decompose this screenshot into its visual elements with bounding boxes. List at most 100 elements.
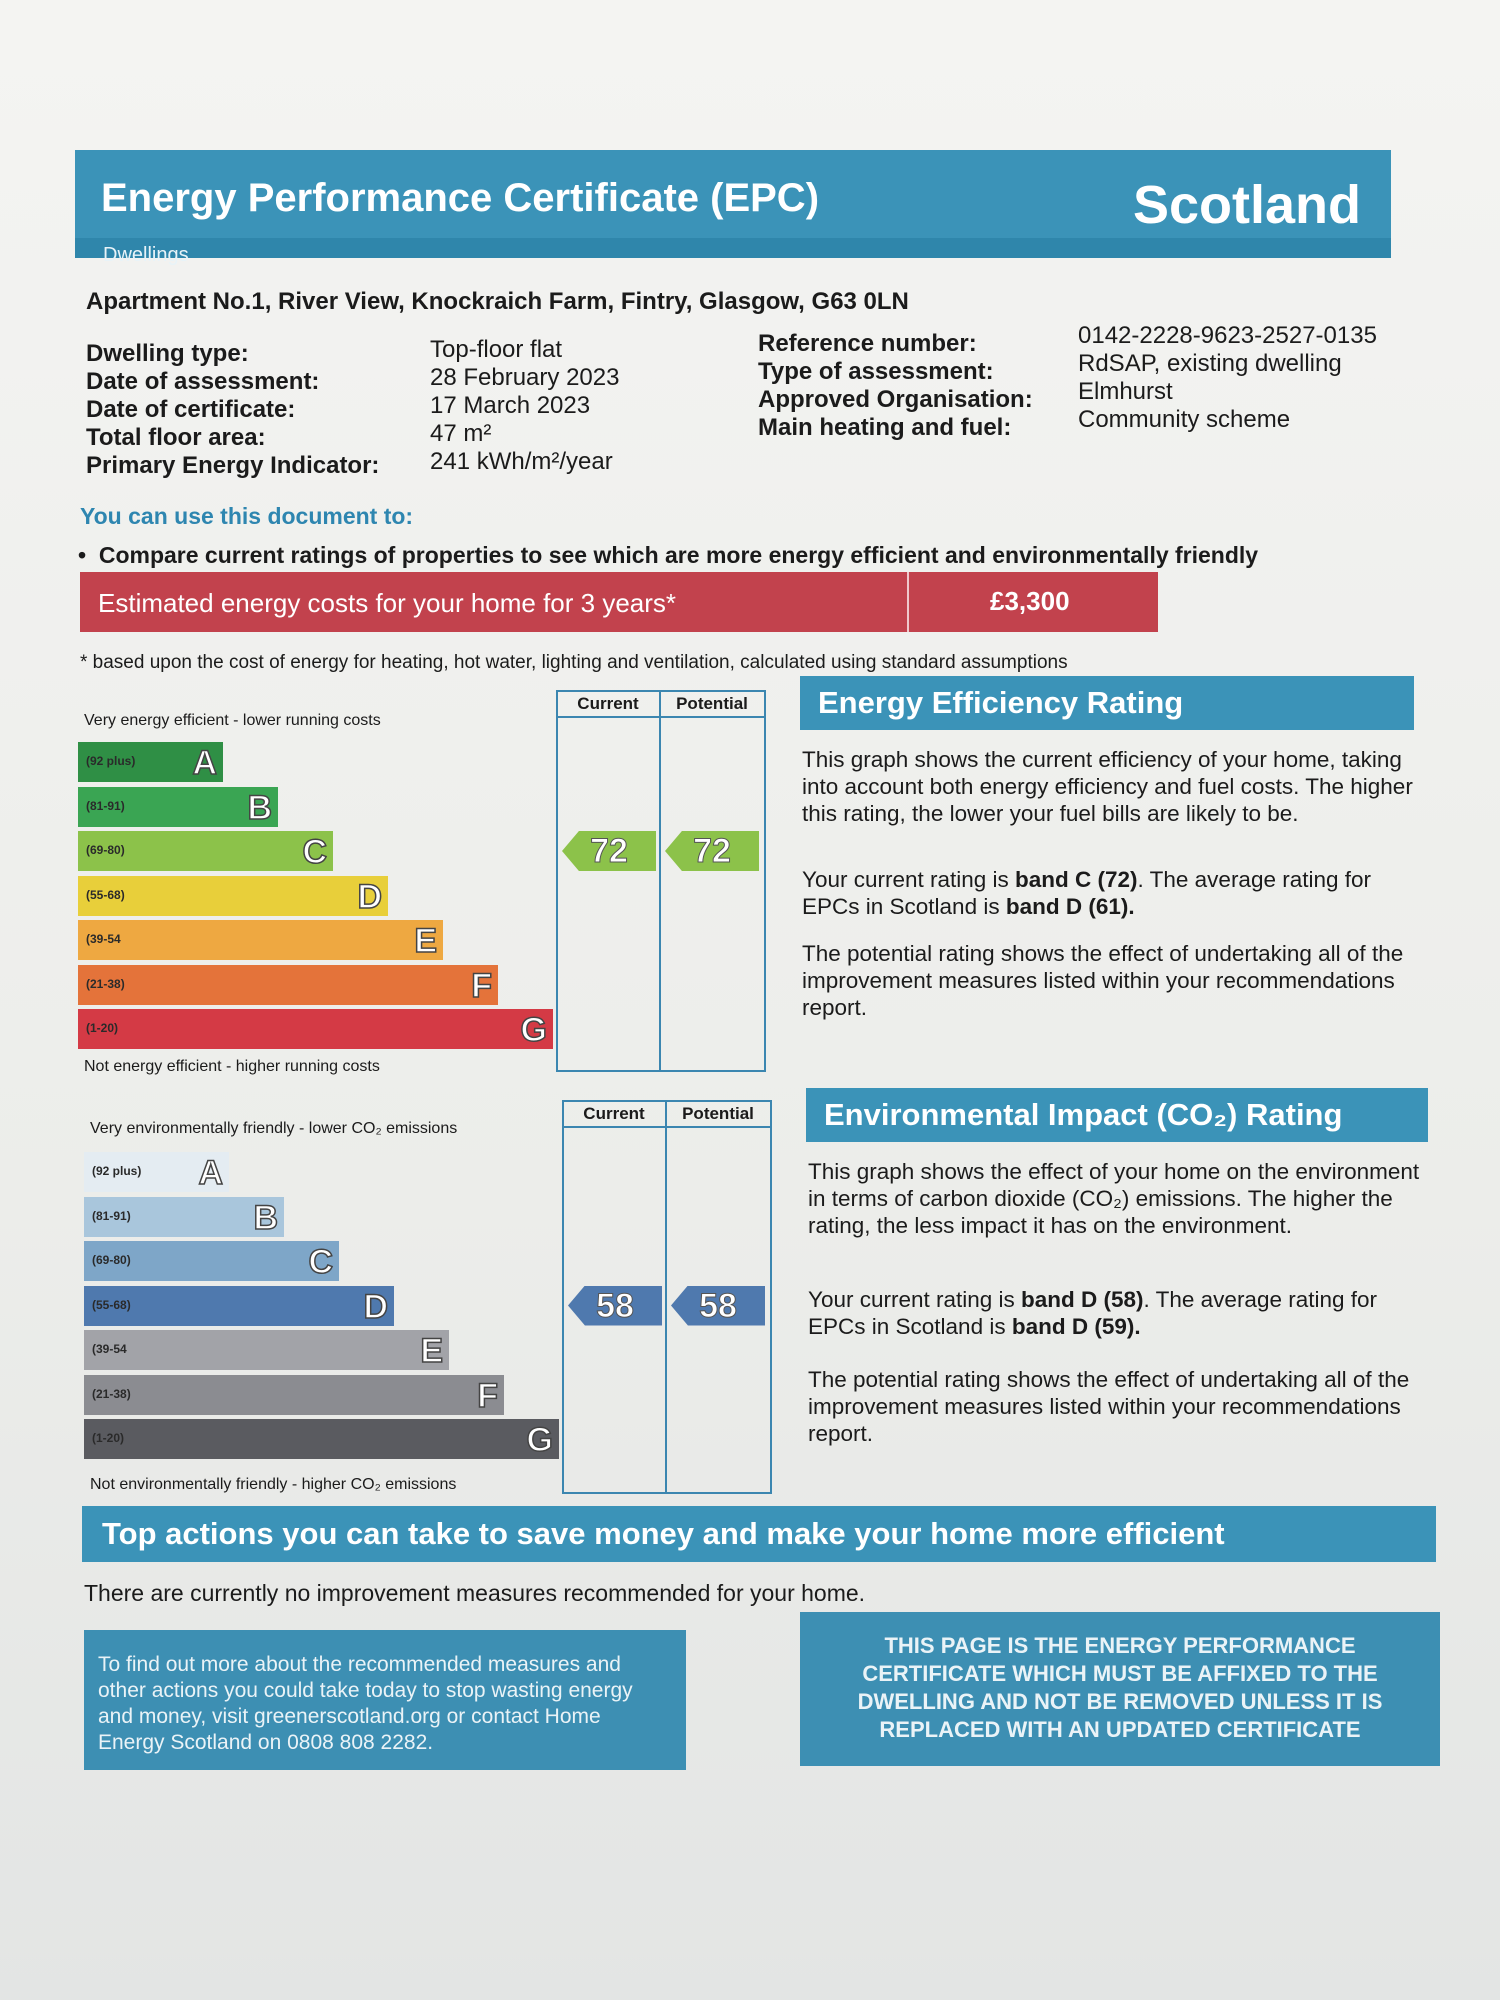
certificate-subtitle: Dwellings bbox=[103, 244, 189, 266]
rating-band-a: (92 plus) A bbox=[78, 742, 223, 783]
band-letter: C bbox=[308, 1242, 334, 1282]
potential-rating-arrow: 72 bbox=[665, 831, 759, 871]
band-range: (39-54 bbox=[86, 932, 121, 946]
detail-value: RdSAP, existing dwelling bbox=[1078, 350, 1342, 377]
column-divider bbox=[659, 690, 661, 1070]
detail-value: 28 February 2023 bbox=[430, 364, 620, 391]
rating-band-d: (55-68) D bbox=[78, 875, 388, 917]
detail-value: Top-floor flat bbox=[430, 336, 563, 363]
current-column-header: Current bbox=[583, 1104, 645, 1123]
current-column-header: Current bbox=[577, 694, 639, 713]
cost-divider bbox=[907, 572, 909, 632]
energy-panel-para-3: The potential rating shows the effect of… bbox=[802, 941, 1404, 1020]
rating-band-d: (55-68) D bbox=[84, 1285, 394, 1327]
band-letter: F bbox=[476, 1376, 498, 1416]
detail-label: Type of assessment: bbox=[758, 358, 994, 385]
average-band-text: band D (59). bbox=[1011, 1314, 1141, 1339]
detail-label: Date of assessment: bbox=[86, 368, 320, 395]
environmental-rating-panel: Environmental Impact (CO₂) Rating This g… bbox=[806, 1088, 1428, 1448]
band-letter: D bbox=[363, 1287, 389, 1327]
para-text: . The average rating for EPCs in Scotlan… bbox=[802, 867, 1372, 919]
band-letter: E bbox=[420, 1331, 444, 1371]
usage-heading: You can use this document to: bbox=[80, 503, 414, 529]
current-band-text: band C (72) bbox=[1015, 867, 1138, 892]
rating-band-c: (69-80) C bbox=[84, 1241, 339, 1282]
average-band-text: band D (61). bbox=[1005, 894, 1135, 919]
current-rating-arrow: 72 bbox=[562, 831, 656, 871]
detail-value: Elmhurst bbox=[1078, 378, 1173, 405]
energy-panel-para-2: Your current rating is band C (72). The … bbox=[802, 866, 1422, 920]
affix-notice-box: THIS PAGE IS THE ENERGY PERFORMANCE CERT… bbox=[800, 1612, 1440, 1766]
detail-label: Primary Energy Indicator: bbox=[86, 452, 380, 479]
detail-value: 241 kWh/m²/year bbox=[430, 448, 613, 475]
rating-band-g: (1-20) G bbox=[84, 1419, 559, 1460]
detail-label: Date of certificate: bbox=[86, 396, 296, 423]
band-range: (39-54 bbox=[92, 1342, 127, 1356]
band-letter: B bbox=[247, 788, 273, 828]
rating-columns-frame bbox=[562, 1100, 772, 1494]
energy-cost-bar: Estimated energy costs for your home for… bbox=[80, 572, 1158, 632]
chart-bottom-label: Not energy efficient - higher running co… bbox=[84, 1058, 380, 1075]
para-text: Your current rating is bbox=[802, 867, 1016, 892]
header-divider bbox=[556, 716, 764, 718]
env-panel-title: Environmental Impact (CO₂) Rating bbox=[806, 1088, 1428, 1142]
header-divider bbox=[562, 1126, 770, 1128]
cost-footnote: * based upon the cost of energy for heat… bbox=[80, 652, 1068, 673]
energy-panel-title: Energy Efficiency Rating bbox=[800, 676, 1414, 730]
rating-band-g: (1-20) G bbox=[78, 1009, 553, 1050]
bullet-icon: • bbox=[78, 542, 99, 568]
chart-bottom-label: Not environmentally friendly - higher CO… bbox=[90, 1476, 457, 1493]
energy-cost-value: £3,300 bbox=[990, 586, 1070, 616]
more-info-box: To find out more about the recommended m… bbox=[84, 1630, 686, 1770]
rating-band-f: (21-38) F bbox=[78, 964, 498, 1006]
header-subbar bbox=[75, 238, 1391, 258]
band-range: (55-68) bbox=[92, 1297, 131, 1312]
top-actions-text: There are currently no improvement measu… bbox=[84, 1580, 866, 1606]
usage-bullet-text: Compare current ratings of properties to… bbox=[98, 542, 1259, 568]
rating-band-b: (81-91) B bbox=[78, 786, 278, 828]
detail-label: Dwelling type: bbox=[86, 340, 249, 367]
certificate-title: Energy Performance Certificate (EPC) bbox=[101, 176, 820, 220]
energy-rating-panel: Energy Efficiency Rating This graph show… bbox=[800, 676, 1414, 1036]
detail-label: Total floor area: bbox=[86, 424, 266, 451]
potential-column-header: Potential bbox=[682, 1104, 754, 1123]
band-letter: E bbox=[414, 921, 438, 961]
chart-top-label: Very energy efficient - lower running co… bbox=[84, 712, 381, 729]
potential-rating-arrow: 58 bbox=[671, 1285, 765, 1326]
rating-band-b: (81-91) B bbox=[84, 1196, 284, 1238]
band-range: (81-91) bbox=[92, 1208, 131, 1223]
rating-columns-frame bbox=[556, 690, 766, 1072]
detail-value: 47 m² bbox=[430, 420, 492, 447]
details-left-values: Top-floor flat 28 February 2023 17 March… bbox=[430, 336, 619, 476]
band-letter: B bbox=[253, 1198, 279, 1238]
detail-value: Community scheme bbox=[1078, 406, 1291, 433]
energy-rating-chart: Very energy efficient - lower running co… bbox=[78, 690, 778, 1090]
detail-label: Approved Organisation: bbox=[758, 386, 1033, 413]
top-actions-heading: Top actions you can take to save money a… bbox=[82, 1506, 1436, 1562]
band-range: (69-80) bbox=[92, 1253, 131, 1267]
details-left-labels: Dwelling type: Date of assessment: Date … bbox=[86, 340, 379, 480]
rating-band-f: (21-38) F bbox=[84, 1374, 504, 1416]
column-divider bbox=[665, 1100, 667, 1492]
band-letter: G bbox=[526, 1420, 554, 1460]
para-text: . The average rating for EPCs in Scotlan… bbox=[808, 1287, 1378, 1339]
band-range: (21-38) bbox=[92, 1386, 131, 1401]
details-right-labels: Reference number: Type of assessment: Ap… bbox=[758, 330, 1033, 442]
environmental-rating-chart: Very environmentally friendly - lower CO… bbox=[84, 1100, 784, 1500]
band-letter: F bbox=[470, 966, 492, 1006]
band-range: (92 plus) bbox=[86, 754, 136, 768]
env-panel-para-1: This graph shows the effect of your home… bbox=[808, 1159, 1420, 1238]
band-letter: A bbox=[198, 1153, 224, 1193]
current-band-text: band D (58) bbox=[1021, 1287, 1144, 1312]
band-range: (21-38) bbox=[86, 976, 125, 991]
band-letter: G bbox=[520, 1010, 548, 1050]
band-range: (55-68) bbox=[86, 887, 125, 902]
rating-band-e: (39-54 E bbox=[84, 1330, 449, 1371]
band-range: (1-20) bbox=[92, 1431, 125, 1445]
band-range: (69-80) bbox=[86, 843, 125, 857]
usage-bullet: • Compare current ratings of properties … bbox=[78, 542, 1258, 569]
band-letter: D bbox=[357, 877, 383, 917]
para-text: Your current rating is bbox=[808, 1287, 1022, 1312]
country-label: Scotland bbox=[1132, 175, 1361, 235]
